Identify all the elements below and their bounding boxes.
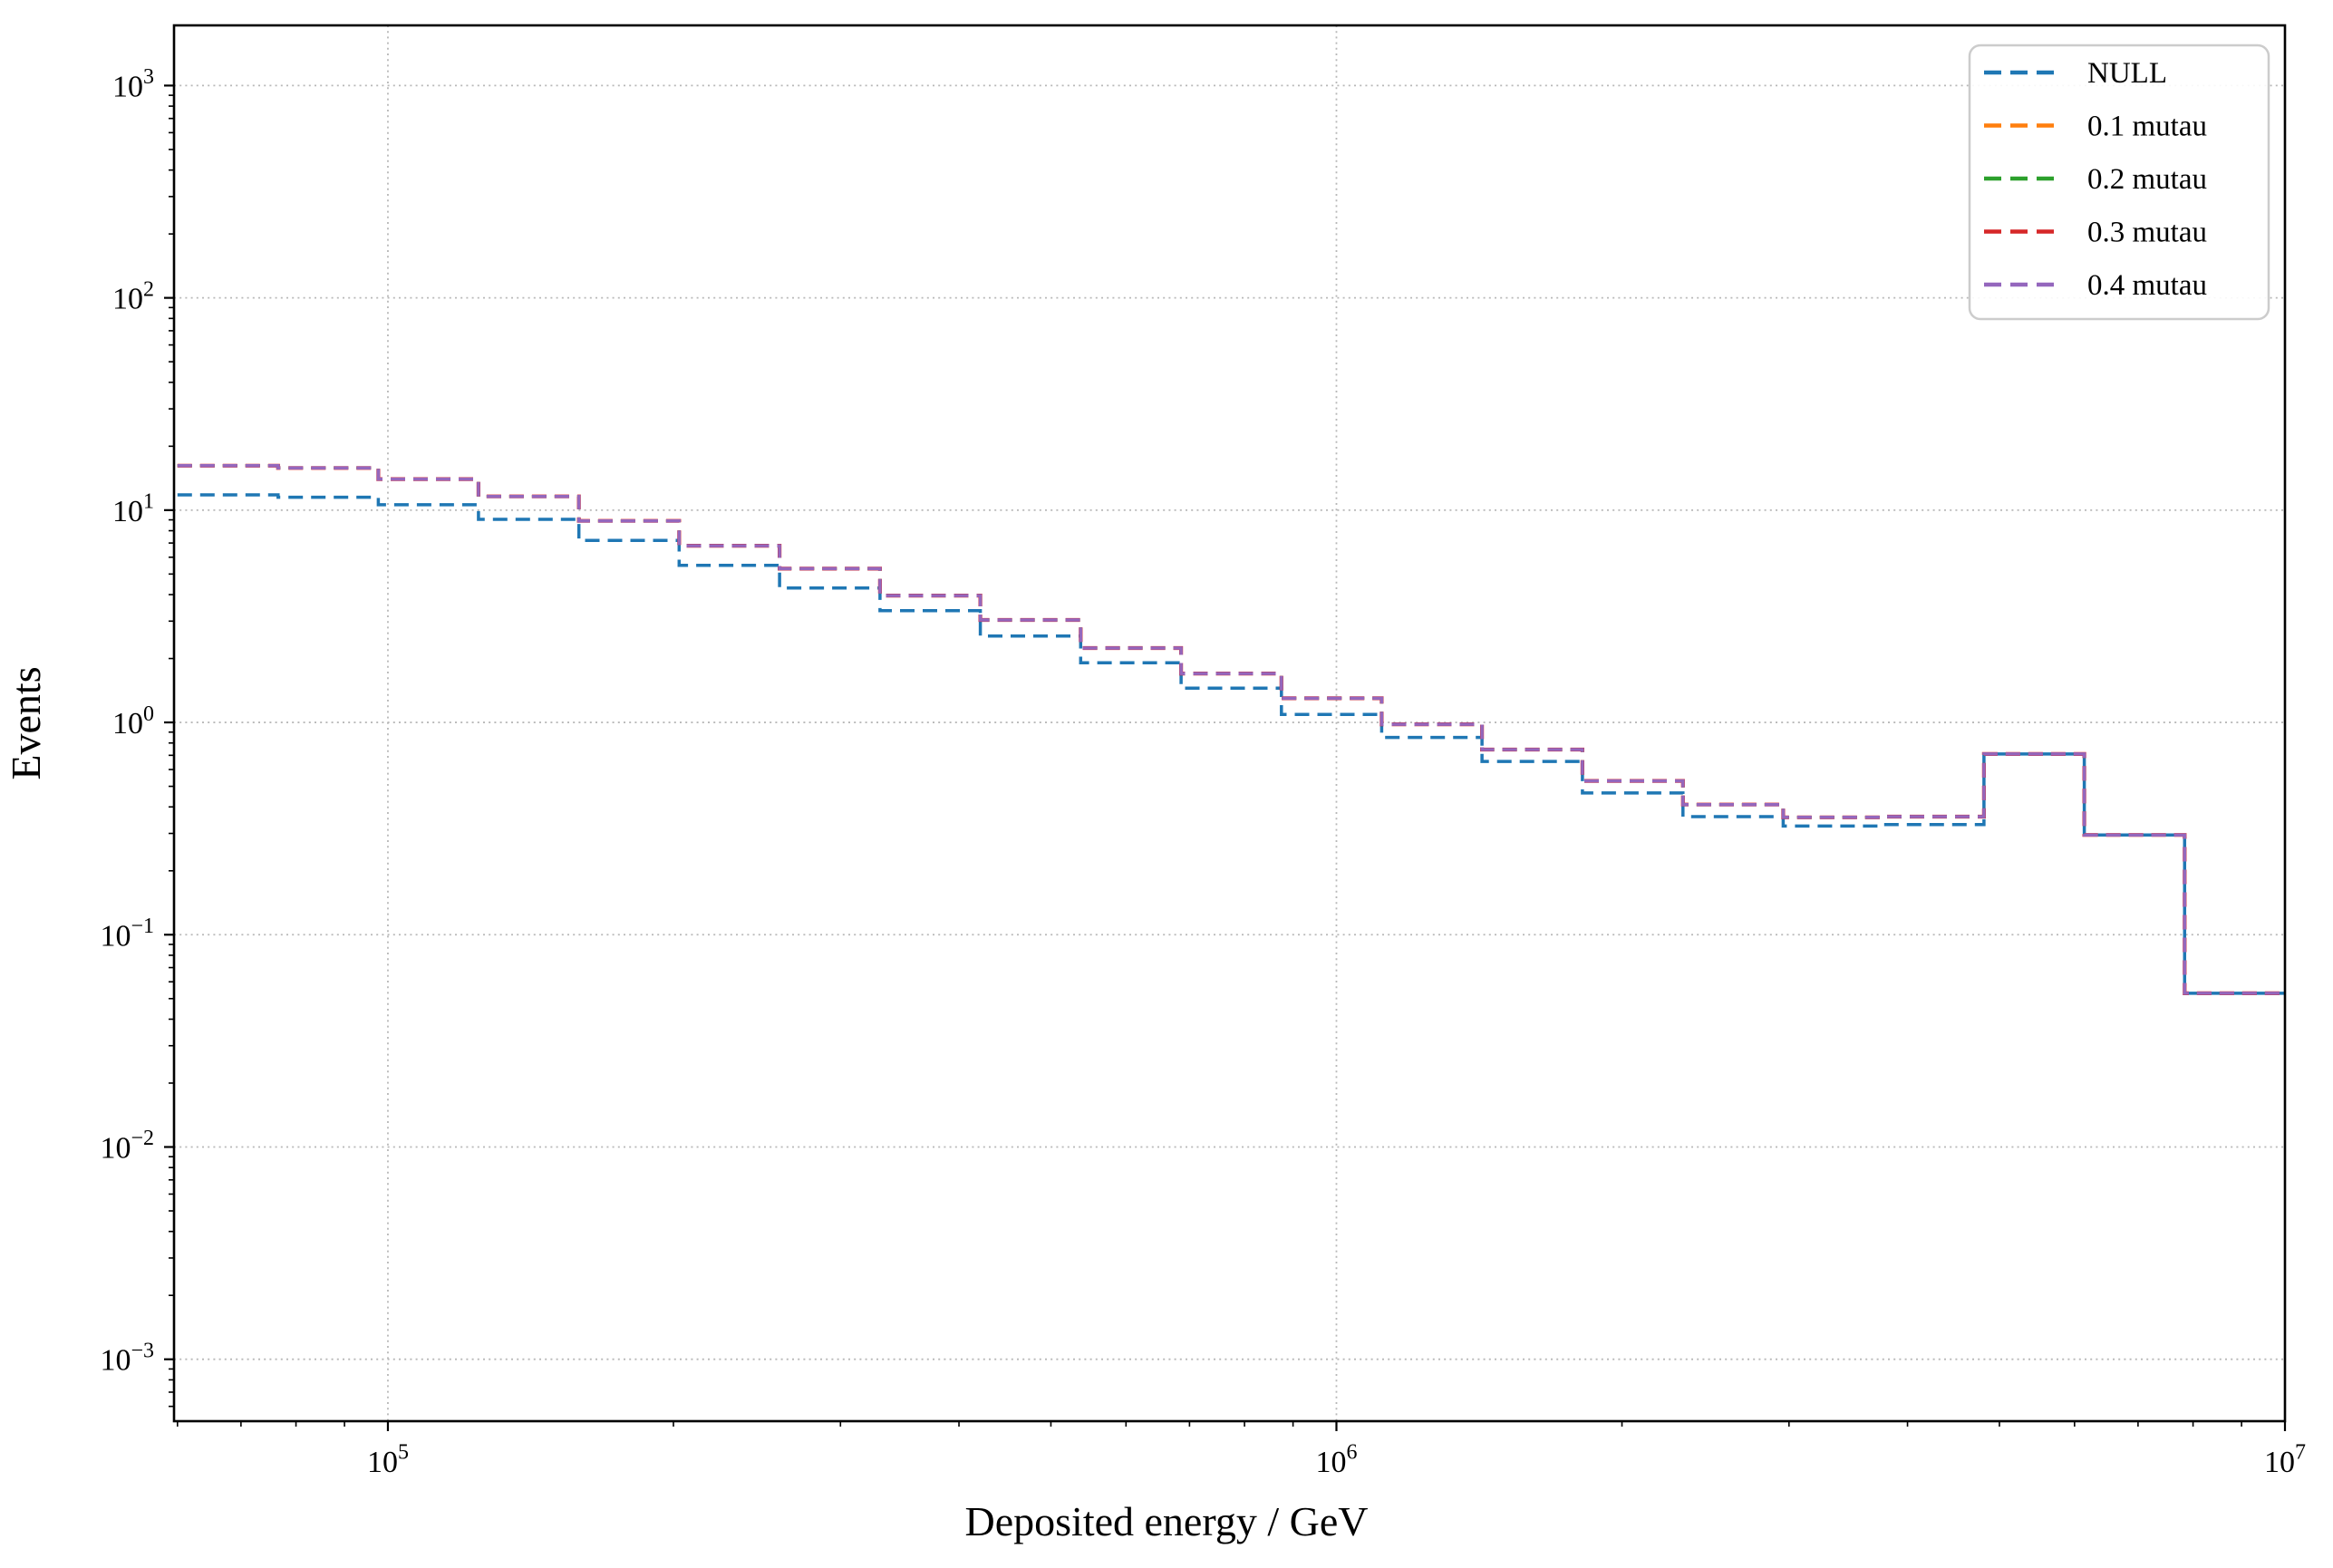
y-tick-label-1e0: 100 [112, 702, 154, 740]
tick-label-exponent: 0 [143, 702, 154, 726]
tick-label-exponent: −1 [131, 915, 154, 938]
series-path-0.3-mutau [177, 463, 2285, 995]
legend-label-0.2-mutau: 0.2 mutau [2087, 163, 2207, 196]
y-tick-label-1e-2: 10−2 [100, 1127, 154, 1165]
y-tick-label-1e-1: 10−1 [100, 915, 154, 953]
tick-label-exponent: −3 [131, 1339, 154, 1362]
legend-label-null: NULL [2087, 57, 2167, 90]
legend-label-0.1-mutau: 0.1 mutau [2087, 111, 2207, 143]
tick-label-base: 10 [112, 283, 143, 316]
tick-label-exponent: 6 [1346, 1441, 1357, 1465]
y-tick-label-1e2: 102 [112, 277, 154, 315]
tick-label-exponent: 2 [143, 277, 154, 301]
tick-label-base: 10 [100, 1131, 131, 1165]
tick-label-base: 10 [112, 707, 143, 740]
y-tick-label-1e1: 101 [112, 490, 154, 528]
x-tick-label-1e6: 106 [1315, 1441, 1357, 1479]
series-path-null [177, 493, 2285, 995]
y-tick-label-1e-3: 10−3 [100, 1339, 154, 1377]
tick-label-base: 10 [100, 919, 131, 953]
tick-label-base: 10 [367, 1446, 398, 1479]
tick-label-base: 10 [2264, 1446, 2295, 1479]
tick-label-base: 10 [112, 495, 143, 528]
series-path-0.1-mutau [177, 464, 2285, 995]
axes-spines [172, 24, 2287, 1423]
tick-label-base: 10 [1315, 1446, 1346, 1479]
tick-label-base: 10 [112, 70, 143, 103]
tick-label-exponent: −2 [131, 1127, 154, 1150]
legend-box [1968, 44, 2270, 321]
tick-label-exponent: 7 [2295, 1441, 2306, 1465]
tick-label-exponent: 5 [398, 1441, 409, 1465]
legend-label-0.4-mutau: 0.4 mutau [2087, 269, 2207, 302]
tick-label-exponent: 1 [143, 490, 154, 514]
legend-label-0.3-mutau: 0.3 mutau [2087, 217, 2207, 249]
x-tick-label-1e5: 105 [367, 1441, 409, 1479]
tick-label-base: 10 [100, 1344, 131, 1378]
x-axis-label: Deposited energy / GeV [965, 1498, 1369, 1544]
series-path-0.4-mutau [177, 464, 2285, 995]
y-tick-label-1e3: 103 [112, 65, 154, 103]
x-tick-label-1e7: 107 [2264, 1441, 2306, 1479]
series-path-0.2-mutau [177, 464, 2285, 995]
y-axis-label: Events [3, 666, 49, 779]
tick-label-exponent: 3 [143, 65, 154, 89]
